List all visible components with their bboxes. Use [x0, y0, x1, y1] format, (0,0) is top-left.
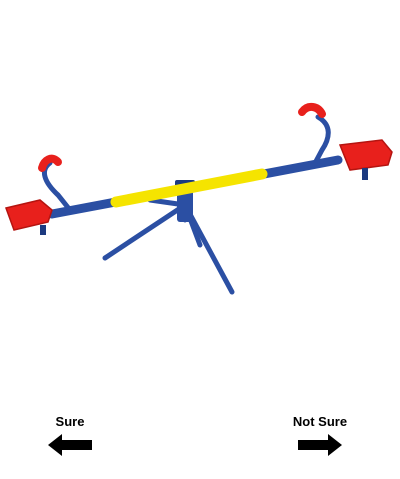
seesaw-beam [47, 155, 343, 219]
arrow-left-icon [48, 434, 92, 456]
sure-label: Sure [55, 414, 85, 429]
not-sure-label: Not Sure [292, 414, 348, 429]
seesaw-image [5, 103, 393, 295]
seesaw-left-seat [5, 154, 73, 235]
sure-button[interactable]: Sure [30, 414, 110, 464]
seesaw-right-seat [298, 103, 393, 180]
not-sure-button[interactable]: Not Sure [280, 414, 360, 464]
arrow-right-icon [298, 434, 342, 456]
